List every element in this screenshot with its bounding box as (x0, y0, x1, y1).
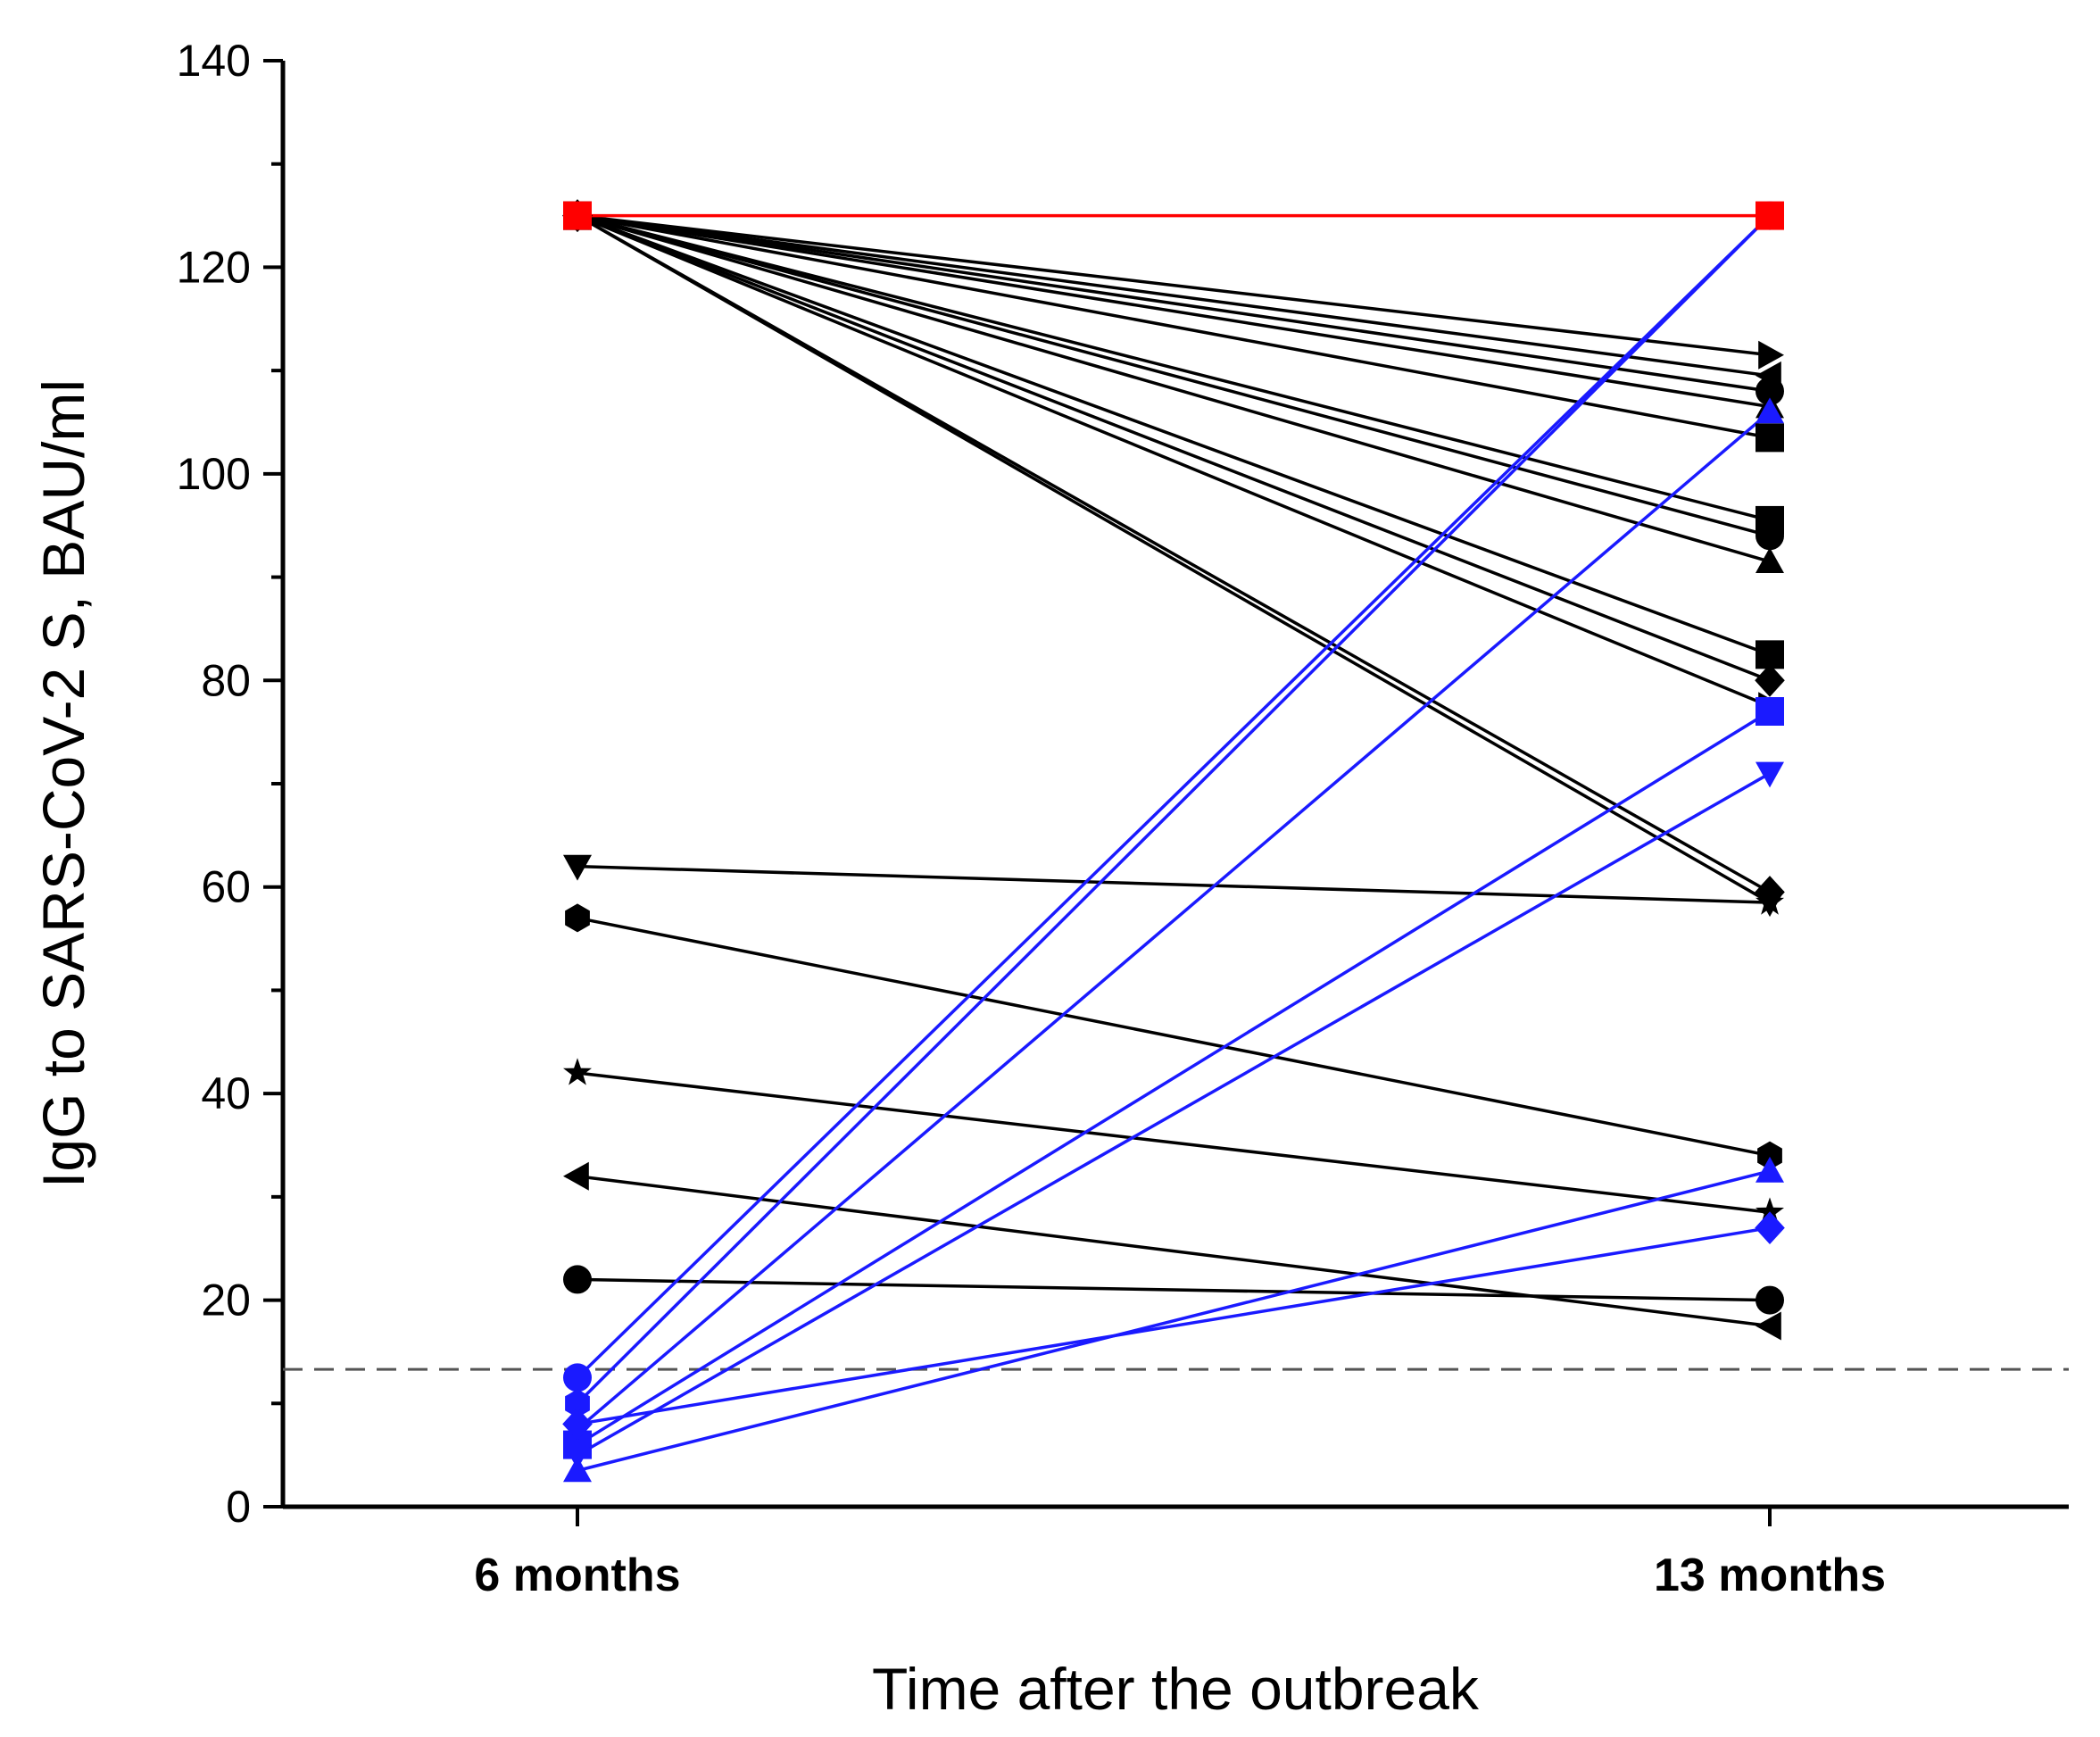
marker-K1-13-months (1758, 340, 1784, 370)
series-line-B7 (577, 1226, 1771, 1426)
y-tick-label: 100 (177, 449, 251, 499)
marker-K18-6-months (563, 1265, 592, 1294)
marker-K8-13-months (1756, 547, 1784, 573)
series-line-B5 (577, 771, 1771, 1457)
marker-K10-13-months (1755, 663, 1785, 697)
series-line-B4 (577, 710, 1771, 1447)
series-line-B6 (577, 1169, 1771, 1473)
x-ticks: 6 months 13 months (474, 1507, 1886, 1601)
y-tick-label: 20 (201, 1276, 251, 1326)
series-line-K11 (577, 213, 1771, 708)
y-axis-title: IgG to SARS-CoV-2 S, BAU/ml (30, 379, 96, 1188)
series-line-K9 (577, 213, 1771, 656)
series-line-K13 (577, 214, 1771, 904)
series-line-K10 (577, 213, 1771, 682)
marker-B1-6-months (563, 1363, 592, 1392)
series-markers (562, 199, 1785, 1483)
marker-K3-13-months (1756, 377, 1784, 406)
series-line-K2 (577, 213, 1771, 378)
y-ticks: 0 20 40 60 80 100 120 140 (177, 36, 283, 1532)
marker-K15-13-months (1757, 1141, 1782, 1170)
series-line-K5 (577, 213, 1771, 440)
marker-K15-6-months (565, 903, 590, 933)
x-tick-label: 13 months (1654, 1550, 1886, 1601)
series-line-B3 (576, 411, 1772, 1431)
marker-K16-6-months (563, 1058, 592, 1085)
series-line-K18 (577, 1277, 1771, 1302)
series-line-K8 (577, 213, 1771, 563)
marker-K18-13-months (1756, 1285, 1784, 1315)
series-line-K6 (577, 213, 1771, 522)
marker-K17-6-months (563, 1161, 589, 1191)
y-tick-label: 120 (177, 242, 251, 292)
marker-K5-13-months (1756, 423, 1784, 453)
series-line-K7 (577, 213, 1771, 537)
y-tick-label: 40 (201, 1068, 251, 1118)
series-line-K4 (577, 213, 1771, 409)
series-line-K3 (577, 213, 1771, 394)
series-lines (576, 213, 1772, 1473)
series-line-K14 (577, 864, 1771, 904)
series-line-K16 (577, 1071, 1771, 1214)
marker-B4-13-months (1756, 697, 1784, 726)
y-tick-label: 140 (177, 36, 251, 86)
marker-B6-6-months (563, 1456, 592, 1483)
marker-K14-13-months (1756, 891, 1784, 918)
y-tick-label: 0 (226, 1482, 251, 1532)
series-line-K15 (577, 916, 1771, 1158)
y-tick-label: 80 (201, 655, 251, 705)
marker-K7-13-months (1756, 521, 1784, 551)
y-tick-label: 60 (201, 862, 251, 912)
marker-R1-6-months (563, 201, 592, 230)
series-line-K1 (577, 213, 1771, 357)
x-tick-label: 6 months (474, 1550, 680, 1601)
marker-R1-13-months (1756, 201, 1784, 230)
marker-K16-13-months (1756, 1197, 1784, 1225)
series-line-K17 (577, 1174, 1771, 1328)
marker-B6-13-months (1756, 1156, 1784, 1183)
marker-B7-6-months (562, 1408, 593, 1441)
marker-B3-13-months (1756, 397, 1784, 424)
x-axis-title: Time after the outbreak (872, 1656, 1480, 1722)
marker-K17-13-months (1756, 1311, 1781, 1341)
series-line-B1 (576, 214, 1772, 1379)
marker-B7-13-months (1755, 1211, 1785, 1244)
marker-B5-13-months (1756, 761, 1784, 788)
series-line-B2 (576, 214, 1772, 1405)
marker-K14-6-months (563, 854, 592, 881)
marker-B2-6-months (565, 1389, 590, 1418)
